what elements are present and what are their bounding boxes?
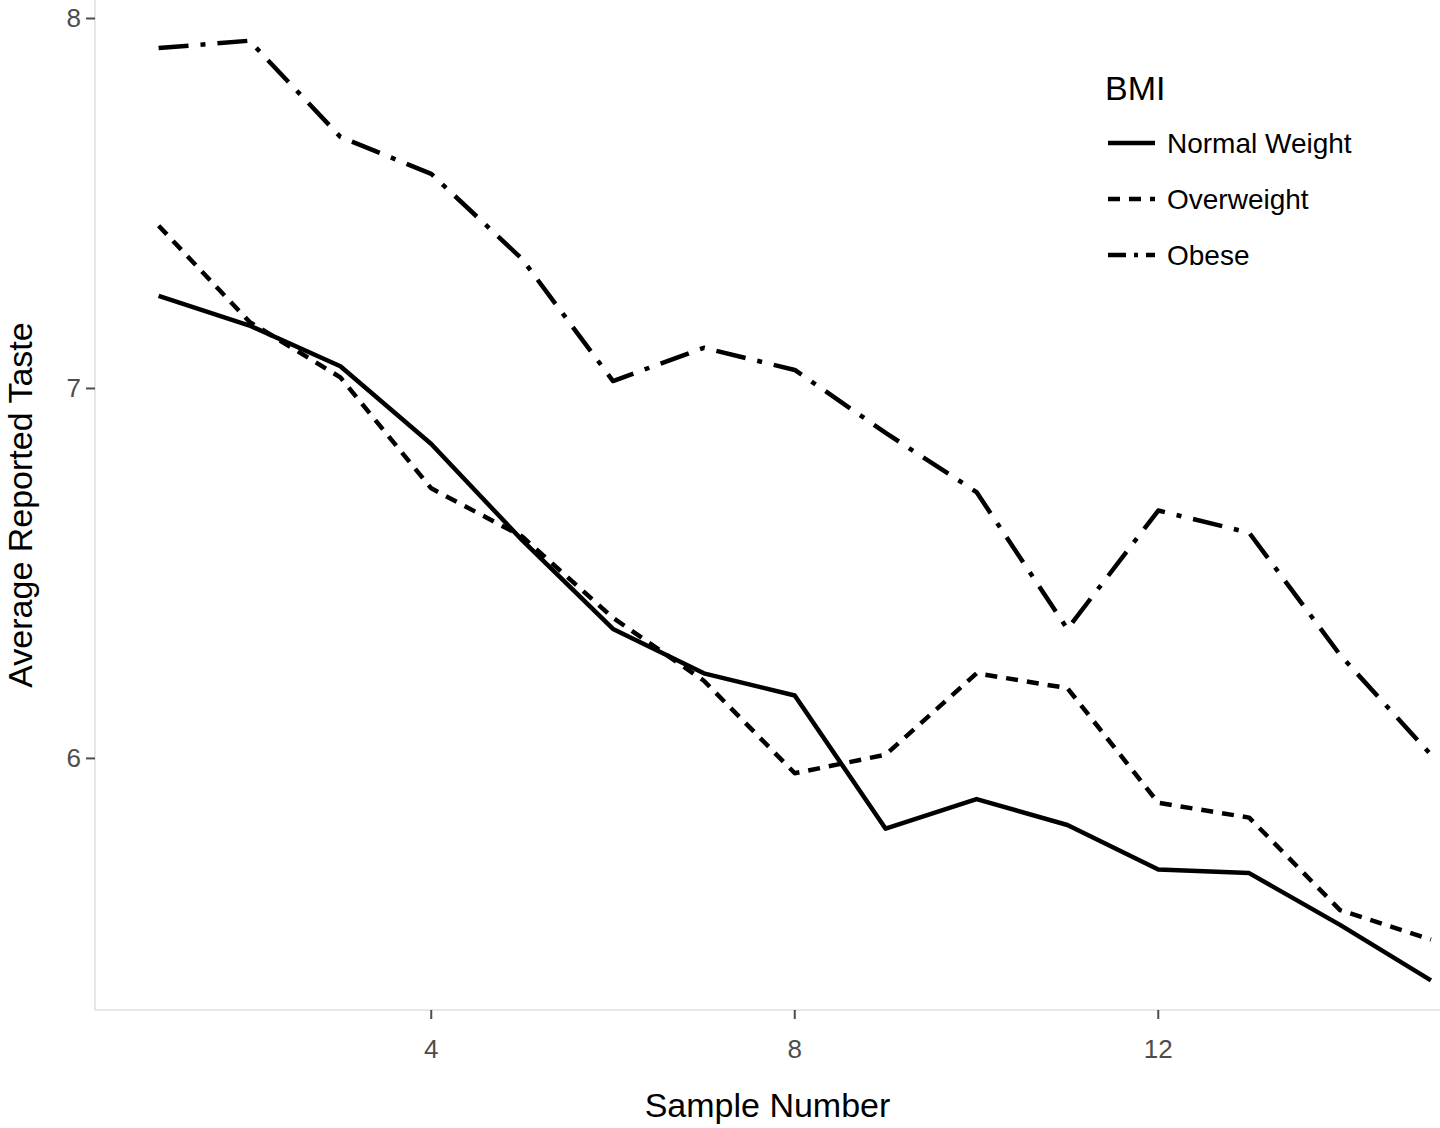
chart: 6 7 8 4 8 12 Sample Number Average Reported Tas… (0, 0, 1440, 1128)
x-tick (794, 1010, 796, 1019)
y-tick (86, 757, 95, 759)
series-line (159, 296, 1431, 980)
x-tick (1157, 1010, 1159, 1019)
plot-area (159, 41, 1431, 981)
y-tick-label: 6 (67, 743, 81, 773)
x-tick-label: 12 (1144, 1034, 1173, 1064)
y-tick-label: 7 (67, 373, 81, 403)
x-axis-label: Sample Number (645, 1086, 891, 1124)
legend-label: Normal Weight (1167, 128, 1352, 159)
x-tick-label: 8 (788, 1034, 802, 1064)
legend-key (1108, 141, 1155, 146)
series-line (159, 41, 1431, 755)
x-tick-label: 4 (424, 1034, 438, 1064)
series-line (159, 226, 1431, 940)
legend-title: BMI (1105, 69, 1165, 107)
legend-key (1108, 253, 1155, 258)
background (0, 0, 1440, 1128)
legend-label: Overweight (1167, 184, 1309, 215)
legend-key (1108, 197, 1155, 202)
y-tick-label: 8 (67, 3, 81, 33)
y-axis-line (95, 0, 96, 1010)
y-tick (86, 17, 95, 19)
y-tick (86, 387, 95, 389)
x-tick (430, 1010, 432, 1019)
y-axis-label: Average Reported Taste (1, 322, 39, 687)
legend-label: Obese (1167, 240, 1250, 271)
x-axis-line (95, 1010, 1440, 1011)
